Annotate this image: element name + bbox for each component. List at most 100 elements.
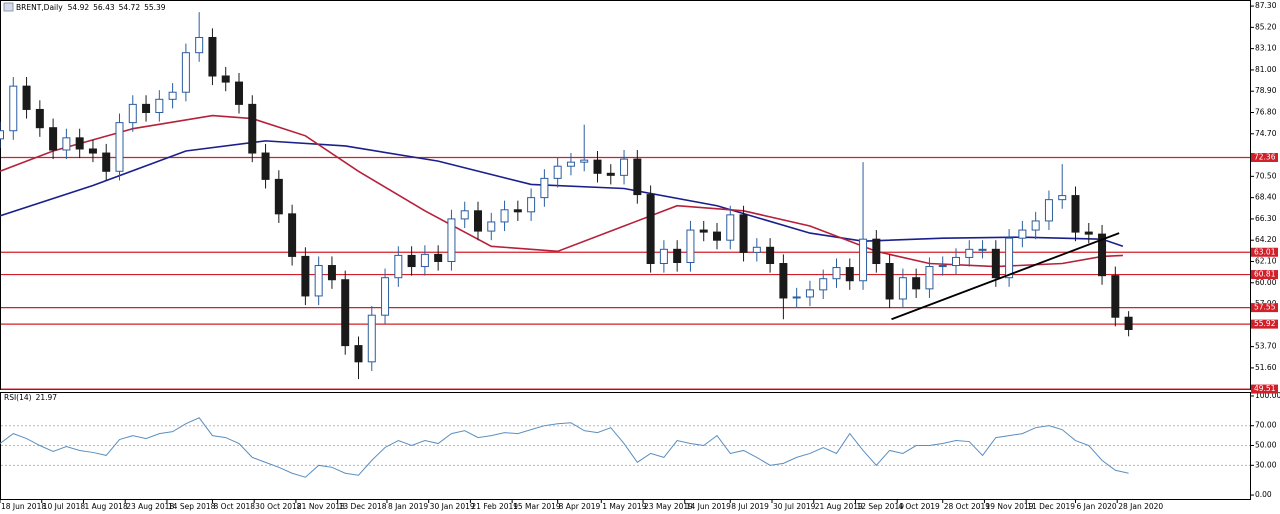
candle-body [620,158,629,176]
candle-body [580,159,589,163]
x-tick-label: 30 Jul 2019 [773,502,816,511]
level-label-bg [1251,303,1278,313]
x-tick-label: 1 Aug 2018 [84,502,127,511]
candle-body [872,238,881,265]
x-tick-label: 11 Dec 2019 [1027,502,1075,511]
candle-body [248,103,257,154]
rsi-y-tick-label: 50.00 [1255,441,1277,450]
candle-body [792,296,801,299]
level-label: 57.55 [1254,303,1276,312]
candle-body [115,122,124,172]
candle-body [845,267,854,282]
candle-body [301,255,310,297]
x-tick-label: 10 Jul 2018 [43,502,86,511]
x-tick-label: 8 Apr 2019 [559,502,601,511]
y-tick-label: 85.20 [1255,22,1277,31]
level-label-bg [1251,152,1278,162]
candle-body [195,36,204,54]
rsi-y-tick-label: 0.00 [1255,490,1272,499]
trendline [891,232,1120,321]
rsi-y-tick-label: 30.00 [1255,460,1277,469]
header-value: 56.43 [93,3,115,12]
header-value: 55.39 [144,3,166,12]
y-tick-label: 53.70 [1255,342,1277,351]
candle-body [912,277,921,290]
candle-body [965,248,974,258]
candle-body [819,278,828,291]
candle-body [35,108,44,129]
candle-body [553,165,562,179]
candle-body [925,266,934,290]
candle-body [1044,199,1053,222]
level-label: 63.01 [1254,247,1276,256]
candle-body [314,265,323,297]
x-tick-label: 28 Jan 2020 [1118,502,1163,511]
candle-body [181,52,190,93]
candle-body [261,152,270,180]
candle-body [9,85,18,132]
y-tick-label: 51.60 [1255,363,1277,372]
candle-body [527,197,536,213]
candle-body [460,210,469,220]
candle-body [394,254,403,279]
rsi-line [0,417,1129,478]
moving-average [0,114,1123,268]
candle-body [659,248,668,265]
candle-body [593,159,602,174]
x-tick-label: 30 Jan 2019 [430,502,475,511]
candle-body [646,194,655,265]
candle-body [75,137,84,150]
level-label-bg [1251,270,1278,280]
symbol-icon [3,2,14,12]
candle-body [978,248,987,251]
candle-body [859,238,868,282]
rsi-y-tick-label: 100.00 [1255,391,1280,400]
candle-body [726,214,735,241]
candle-body [951,256,960,267]
x-tick-label: 1 May 2019 [602,502,646,511]
candle-body [420,253,429,268]
header-value: 54.92 [68,3,90,12]
candle-body [22,85,31,110]
candle-body [128,103,137,124]
level-label-bg [1251,384,1278,394]
y-tick-label: 81.00 [1255,65,1277,74]
header-value: 54.72 [119,3,141,12]
x-tick-label: 15 Mar 2019 [513,502,561,511]
x-tick-label: 19 Nov 2019 [985,502,1033,511]
x-tick-label: 23 May 2019 [644,502,693,511]
candle-body [1005,237,1014,279]
candle-body [288,213,297,257]
x-tick-label: 14 Jun 2019 [686,502,731,511]
candle-body [513,209,522,213]
x-tick-label: 4 Oct 2019 [898,502,940,511]
y-tick-label: 68.40 [1255,193,1277,202]
candle-body [341,279,350,347]
x-tick-label: 13 Dec 2018 [339,502,387,511]
level-label-bg [1251,247,1278,257]
candle-body [739,214,748,253]
candle-body [367,314,376,363]
candle-body [447,218,456,262]
candle-body [221,75,230,83]
candle-body [407,254,416,268]
x-tick-label: 21 Nov 2018 [297,502,345,511]
rsi-title: RSI(14) [4,393,32,402]
candle-body [155,98,164,113]
y-tick-label: 64.20 [1255,235,1277,244]
candle-body [1058,195,1067,201]
level-label: 72.36 [1254,152,1276,161]
candle-body [606,172,615,176]
level-label-bg [1251,319,1278,329]
candle-body [434,253,443,262]
candle-body [274,178,283,215]
candle-body [699,229,708,233]
x-tick-label: 28 Oct 2019 [944,502,991,511]
candle-body [686,229,695,263]
candle-body [633,158,642,196]
x-tick-label: 8 Oct 2018 [213,502,255,511]
y-tick-label: 66.30 [1255,214,1277,223]
candle-body [566,161,575,167]
candle-body [142,103,151,113]
